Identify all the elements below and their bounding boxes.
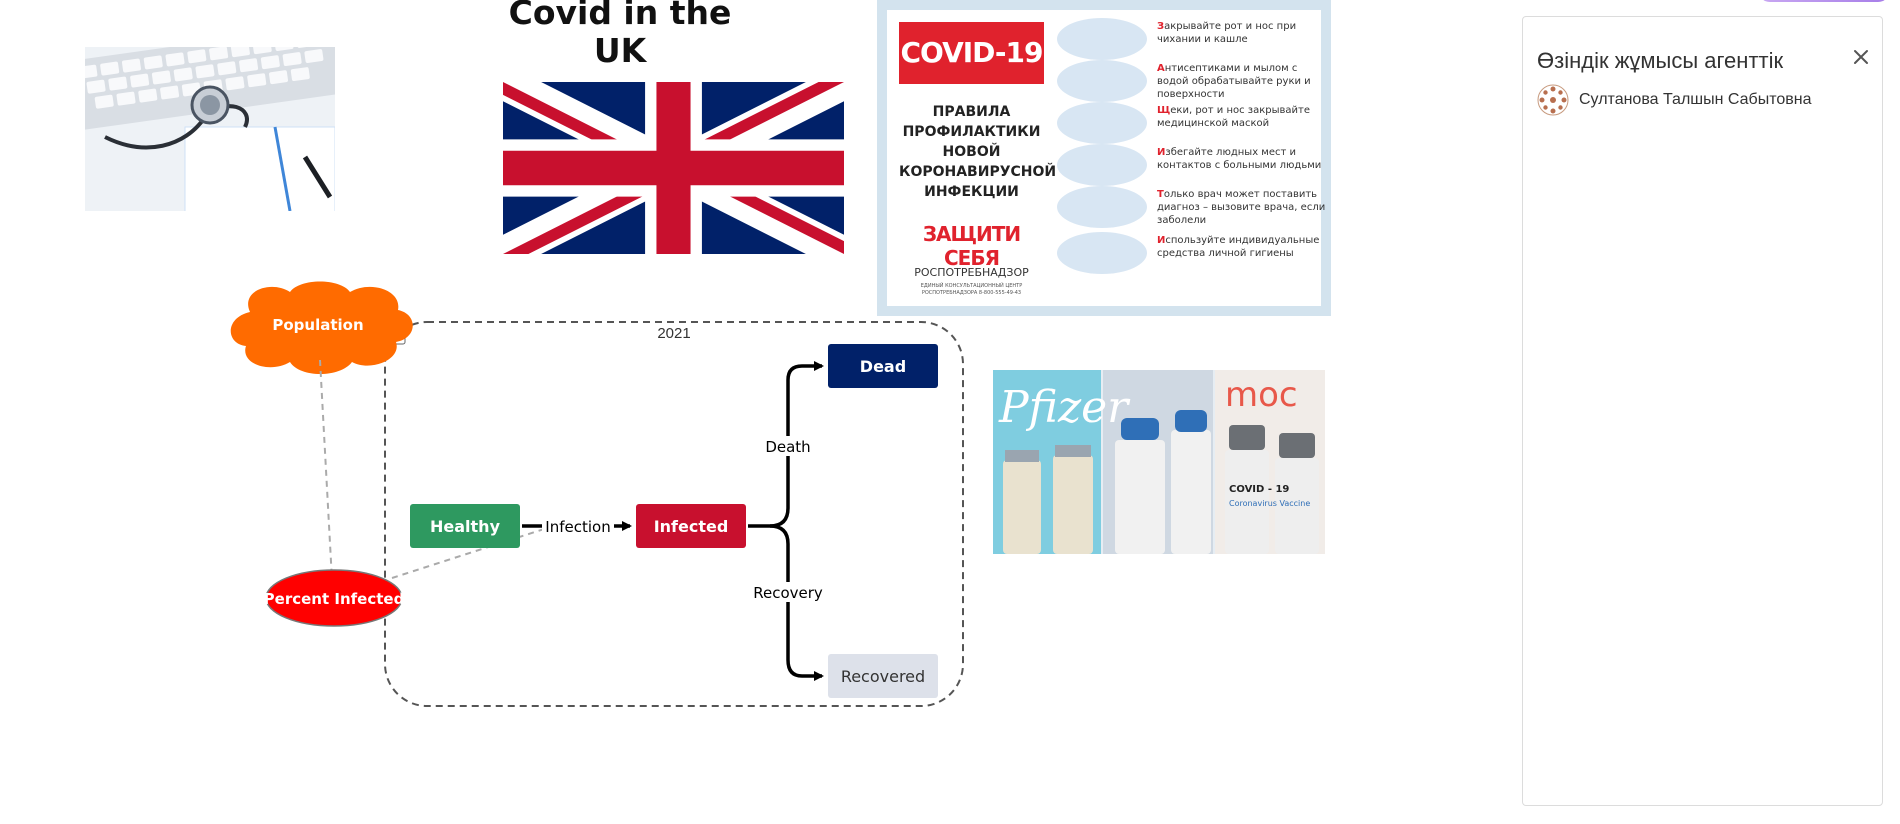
healthy-label: Healthy [430, 517, 501, 536]
mask-icon [1057, 102, 1147, 144]
population-label: Population [272, 316, 363, 334]
user-row[interactable]: Султанова Талшын Сабытовна [1537, 84, 1867, 118]
group-label: 2021 [657, 325, 690, 342]
poster-item-text: спользуйте индивидуальные средства лично… [1157, 235, 1320, 259]
hand-wash-icon [1057, 60, 1147, 102]
poster-org-sub: ЕДИНЫЙ КОНСУЛЬТАЦИОННЫЙ ЦЕНТР РОСПОТРЕБН… [920, 283, 1023, 296]
percent-infected-node[interactable]: Percent Infected [264, 569, 405, 627]
recovery-edge-label: Recovery [753, 584, 823, 602]
poster-item-initial: И [1157, 147, 1166, 158]
recovery-edge[interactable] [769, 524, 824, 681]
poster-rules-title: ПРАВИЛА ПРОФИЛАКТИКИ НОВОЙ КОРОНАВИРУСНО… [899, 104, 1057, 200]
panel-title: Өзіндік жұмысы агенттік [1537, 48, 1784, 73]
infected-label: Infected [654, 517, 729, 536]
canvas: Covid in the UK COVID-19 ПРАВИЛА ПРОФИЛА… [0, 0, 1331, 720]
poster-item-text: нтисептиками и мылом с водой обрабатывай… [1157, 63, 1311, 100]
poster-item-text: збегайте людных мест и контактов с больн… [1157, 147, 1322, 171]
poster-item: Используйте индивидуальные средства личн… [1057, 232, 1327, 274]
vial-sub: Coronavirus Vaccine [1229, 499, 1310, 508]
poster-item-initial: Т [1157, 189, 1164, 200]
vial-label: COVID - 19 [1229, 484, 1289, 495]
close-icon[interactable] [1851, 47, 1871, 67]
user-name: Султанова Талшын Сабытовна [1579, 91, 1812, 108]
canvas-title[interactable]: Covid in the UK [508, 0, 732, 70]
poster-item: Щеки, рот и нос закрывайте медицинской м… [1057, 102, 1327, 144]
death-edge-label: Death [765, 438, 810, 456]
poster-org: РОСПОТРЕБНАДЗОР [914, 266, 1029, 279]
hygiene-icon [1057, 232, 1147, 274]
agency-panel: Өзіндік жұмысы агенттік Султанова Талшын… [1522, 16, 1883, 806]
vaccines-image[interactable]: Pfizer moc COVID - 19 Coronavirus Vaccin… [993, 370, 1325, 554]
infected-node[interactable]: Infected [636, 504, 746, 548]
population-to-percent-edge[interactable] [319, 359, 337, 582]
poster-item-initial: А [1157, 63, 1165, 74]
group-box-2021[interactable] [384, 321, 964, 707]
poster-item-initial: И [1157, 235, 1166, 246]
poster-protect: ЗАЩИТИ СЕБЯ [922, 222, 1021, 270]
percent-infected-label: Percent Infected [264, 590, 405, 608]
infection-edge-label: Infection [545, 518, 610, 536]
population-node[interactable]: Population [230, 281, 413, 375]
poster-item: Только врач может поставить диагноз – вы… [1057, 186, 1327, 228]
stethoscope-image[interactable] [85, 47, 335, 211]
face-icon [1057, 18, 1147, 60]
poster-item-text: акрывайте рот и нос при чихании и кашле [1157, 21, 1297, 45]
poster-item: Антисептиками и мылом с водой обрабатыва… [1057, 60, 1327, 102]
phone-doctor-icon [1057, 186, 1147, 228]
poster-item-initial: З [1157, 21, 1165, 32]
dead-label: Dead [860, 357, 906, 376]
avatar [1537, 84, 1569, 116]
poster-item: Закрывайте рот и нос при чихании и кашле [1057, 18, 1327, 60]
poster-item-text: олько врач может поставить диагноз – выз… [1157, 189, 1326, 226]
poster-content: COVID-19 ПРАВИЛА ПРОФИЛАКТИКИ НОВОЙ КОРО… [887, 10, 1325, 306]
covid-flow-diagram: 2021 Population Percent Infected Healthy [0, 280, 1000, 720]
moderna-brand: moc [1225, 375, 1298, 415]
healthy-node[interactable]: Healthy [410, 504, 520, 548]
crowd-icon [1057, 144, 1147, 186]
poster-badge: COVID-19 [899, 22, 1044, 84]
recovered-label: Recovered [841, 667, 925, 686]
poster-item-text: еки, рот и нос закрывайте медицинской ма… [1157, 105, 1311, 129]
dead-node[interactable]: Dead [828, 344, 938, 388]
poster-item: Избегайте людных мест и контактов с боль… [1057, 144, 1327, 186]
avatar-blob [1758, 0, 1890, 2]
recovered-node[interactable]: Recovered [828, 654, 938, 698]
uk-flag-image[interactable] [495, 66, 852, 270]
poster-item-initial: Щ [1157, 105, 1171, 116]
pfizer-brand: Pfizer [998, 382, 1131, 433]
covid-rules-poster[interactable]: COVID-19 ПРАВИЛА ПРОФИЛАКТИКИ НОВОЙ КОРО… [877, 0, 1331, 316]
